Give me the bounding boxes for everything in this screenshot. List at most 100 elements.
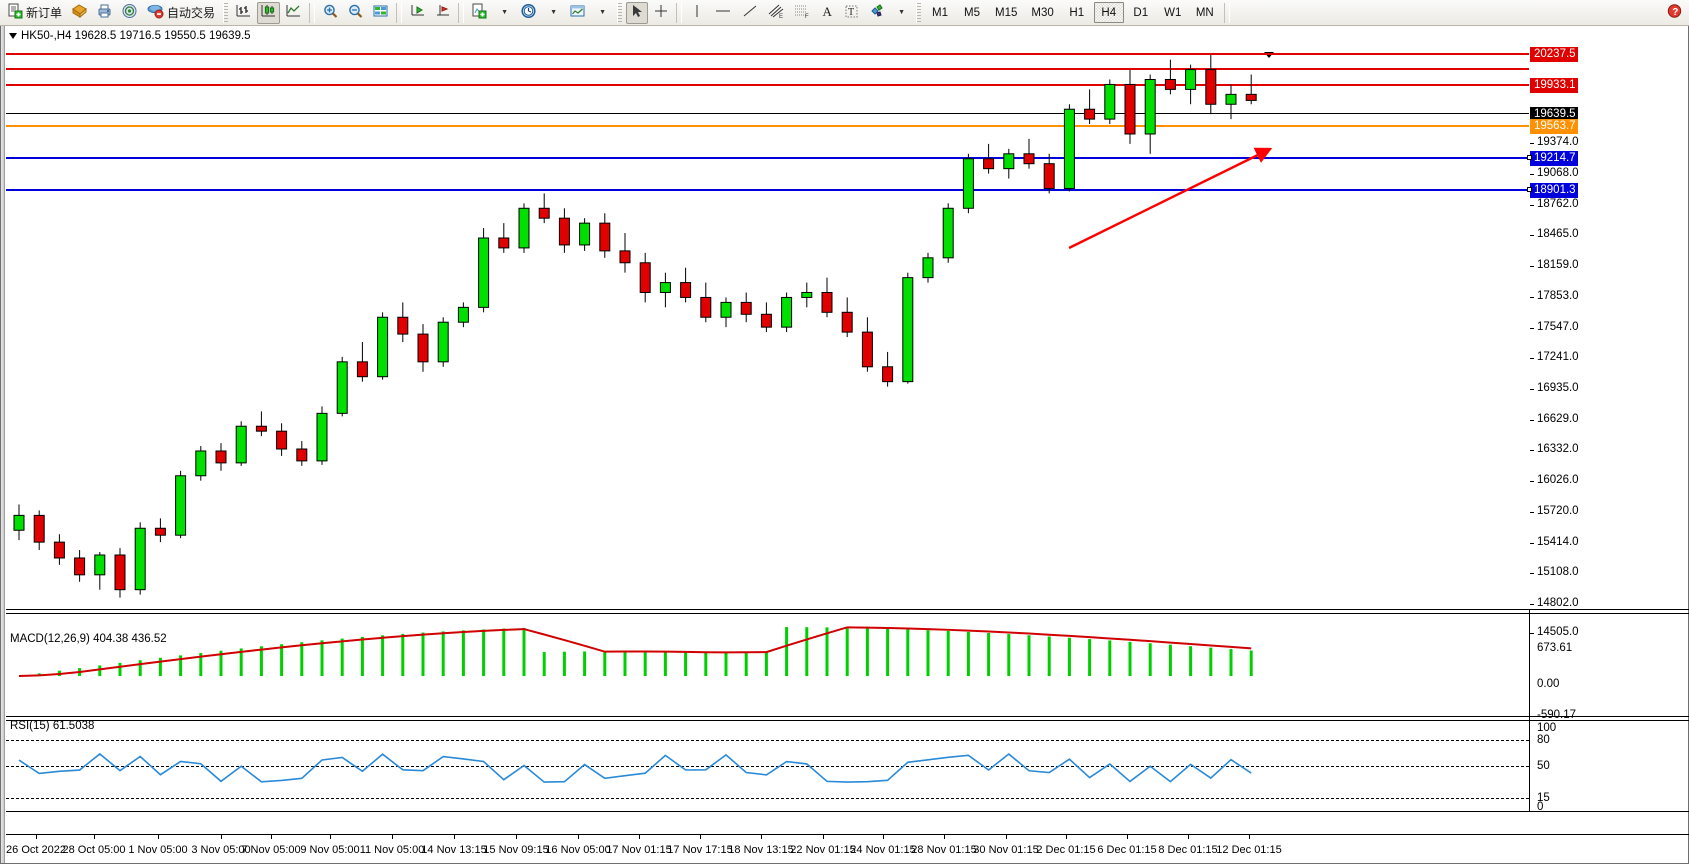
toolbar-separator-1 [309, 2, 316, 23]
text-label-button[interactable]: T [840, 2, 863, 24]
timeframe-button-d1[interactable]: D1 [1133, 6, 1149, 19]
level-line-19214[interactable] [6, 157, 1529, 159]
new-chart-button[interactable] [468, 2, 491, 24]
cursor-button[interactable] [626, 1, 649, 24]
time-tick [700, 835, 701, 839]
toolbar-grip-2[interactable] [617, 2, 623, 23]
time-axis[interactable]: 26 Oct 2022 28 Oct 05:00 1 Nov 05:00 3 Nov … [6, 834, 1689, 863]
time-tick [883, 835, 884, 839]
equidistant-channel-icon: E [767, 3, 785, 22]
level-line-18901[interactable] [6, 189, 1529, 191]
objects-icon [868, 3, 885, 22]
time-tick [392, 835, 393, 839]
level-line-20237[interactable] [6, 53, 1529, 55]
new-chart-dropdown[interactable]: ▼ [493, 2, 515, 24]
level-line-19933[interactable] [6, 84, 1529, 86]
zoom-out-button[interactable] [344, 2, 367, 24]
equidistant-channel-button[interactable]: E [764, 2, 788, 24]
new-order-button[interactable]: 新订单 [3, 2, 66, 24]
price-label-18762-0: 18762.0 [1537, 198, 1579, 210]
time-tick [1066, 835, 1067, 839]
level-line-19563[interactable] [6, 125, 1529, 127]
macd-series [18, 626, 1253, 677]
text-button[interactable]: A [816, 2, 838, 24]
time-label: 28 Nov 01:15 [911, 844, 977, 856]
toolbar-separator-2 [396, 2, 403, 23]
trendline-button[interactable] [738, 2, 762, 24]
bar-chart-button[interactable] [232, 2, 255, 24]
templates-button[interactable] [566, 2, 589, 24]
price-tick [1530, 633, 1534, 634]
rsi-scale-label: 15 [1537, 792, 1550, 804]
zoom-in-button[interactable] [319, 2, 342, 24]
svg-text:?: ? [1672, 7, 1678, 18]
rsi-panel-bottom-border [6, 811, 1689, 812]
timeframe-button-m30[interactable]: M30 [1031, 6, 1054, 19]
objects-dropdown[interactable]: ▼ [890, 2, 912, 24]
vertical-line-button[interactable] [686, 2, 708, 24]
time-label: 14 Nov 13:15 [421, 844, 487, 856]
timeframe-button-h4[interactable]: H4 [1093, 2, 1124, 23]
price-tick [1530, 266, 1534, 267]
signal-icon [121, 3, 138, 22]
chart-menu-triangle-icon[interactable] [9, 33, 17, 39]
rsi-scale-label: 50 [1537, 760, 1550, 772]
toolbar-grip-3[interactable] [916, 2, 922, 23]
new-order-label: 新订单 [26, 6, 63, 20]
new-chart-icon [471, 3, 488, 22]
period-dropdown[interactable]: ▼ [542, 2, 564, 24]
timeframe-button-m15[interactable]: M15 [995, 6, 1018, 19]
templates-dropdown[interactable]: ▼ [591, 2, 613, 24]
data-window-button[interactable] [369, 2, 392, 24]
timeframe-button-m1[interactable]: M1 [932, 6, 949, 19]
chart-shift-button[interactable] [431, 2, 454, 24]
chart-window[interactable]: HK50-,H4 19628.5 19716.5 19550.5 19639.5 [0, 26, 1689, 864]
signal-button[interactable] [118, 2, 141, 24]
rsi-panel-top-border-2 [6, 720, 1689, 721]
horizontal-line-icon [713, 3, 733, 22]
svg-text:T: T [848, 7, 854, 18]
toolbar-right-group: ? [1662, 2, 1687, 24]
data-window-icon [372, 3, 389, 22]
auto-scroll-button[interactable] [406, 2, 429, 24]
fibonacci-icon: F [793, 3, 811, 22]
macd-indicator-label[interactable]: MACD(12,26,9) 404.38 436.52 [10, 633, 167, 645]
line-chart-button[interactable] [282, 2, 305, 24]
chart-scrollbar[interactable] [1, 26, 5, 863]
price-tick [1530, 328, 1534, 329]
chart-canvas[interactable]: HK50-,H4 19628.5 19716.5 19550.5 19639.5 [6, 26, 1689, 863]
rsi-scale-label: 100 [1537, 722, 1557, 734]
horizontal-line-button[interactable] [710, 2, 736, 24]
rsi-scale-label: 0 [1537, 801, 1544, 813]
timeframe-group: M1 M5 M15 M30 H1 H4 D1 W1 MN [924, 2, 1221, 23]
help-button[interactable]: ? [1663, 2, 1686, 24]
print-button[interactable] [93, 2, 116, 24]
candlestick-chart-icon [260, 3, 277, 22]
level-handle[interactable] [1527, 155, 1532, 160]
fibonacci-button[interactable]: F [790, 2, 814, 24]
level-line-20120[interactable] [6, 68, 1529, 70]
price-label-14505-0: 14505.0 [1537, 626, 1579, 638]
objects-button[interactable] [865, 2, 888, 24]
price-tag-19214-7: 19214.7 [1530, 151, 1578, 166]
level-handle[interactable] [1527, 187, 1532, 192]
auto-trading-button[interactable]: 自动交易 [143, 2, 219, 24]
period-button[interactable] [517, 2, 540, 24]
price-tick [1530, 205, 1534, 206]
candlestick-chart-button[interactable] [257, 1, 281, 24]
price-tick [1530, 389, 1534, 390]
toolbar-grip-1[interactable] [223, 2, 229, 23]
time-label: 28 Oct 05:00 [62, 844, 126, 856]
timeframe-button-mn[interactable]: MN [1195, 6, 1214, 19]
templates-icon [569, 3, 586, 22]
bar-chart-icon [235, 3, 252, 22]
time-tick [1188, 835, 1189, 839]
timeframe-button-m5[interactable]: M5 [964, 6, 981, 19]
timeframe-button-h1[interactable]: H1 [1069, 6, 1085, 19]
time-label: 24 Nov 01:15 [850, 844, 916, 856]
package-button[interactable] [68, 2, 91, 24]
rsi-indicator-label[interactable]: RSI(15) 61.5038 [10, 720, 95, 732]
crosshair-button[interactable] [650, 2, 672, 24]
help-icon: ? [1666, 3, 1683, 22]
timeframe-button-w1[interactable]: W1 [1164, 6, 1182, 19]
